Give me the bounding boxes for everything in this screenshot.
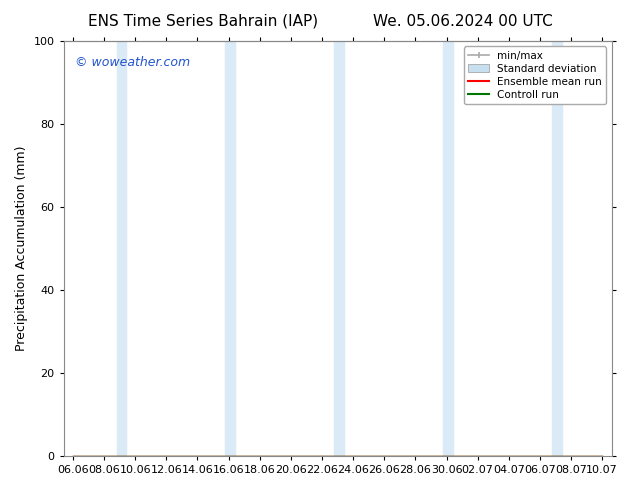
Text: © woweather.com: © woweather.com: [75, 56, 190, 69]
Bar: [226, 41, 235, 456]
Bar: [117, 41, 126, 456]
Y-axis label: Precipitation Accumulation (mm): Precipitation Accumulation (mm): [15, 146, 28, 351]
Text: ENS Time Series Bahrain (IAP): ENS Time Series Bahrain (IAP): [88, 14, 318, 29]
Legend: min/max, Standard deviation, Ensemble mean run, Controll run: min/max, Standard deviation, Ensemble me…: [464, 47, 606, 104]
Text: We. 05.06.2024 00 UTC: We. 05.06.2024 00 UTC: [373, 14, 553, 29]
Bar: [443, 41, 453, 456]
Bar: [552, 41, 562, 456]
Bar: [334, 41, 344, 456]
